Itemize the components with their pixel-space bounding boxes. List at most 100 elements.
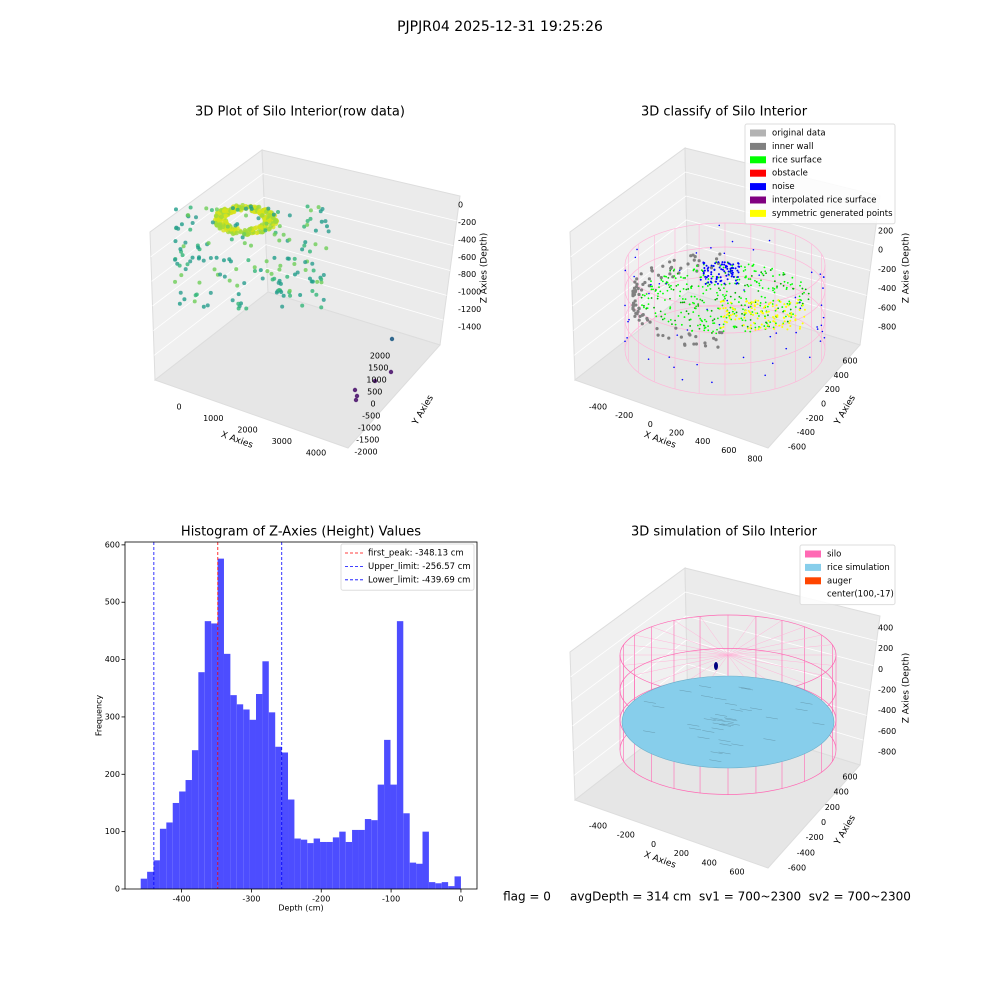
point <box>176 226 181 231</box>
point <box>753 270 756 272</box>
point <box>745 311 748 314</box>
point <box>764 270 767 273</box>
point <box>783 303 786 306</box>
point <box>656 295 659 298</box>
point <box>677 315 680 317</box>
x-tick-label: -200 <box>615 411 633 420</box>
point <box>632 286 637 290</box>
point <box>722 293 724 296</box>
pane <box>153 291 441 449</box>
point <box>760 323 763 326</box>
point <box>764 301 767 304</box>
point <box>213 213 219 219</box>
point <box>277 224 282 229</box>
point <box>713 268 716 271</box>
point <box>758 315 760 317</box>
point <box>724 306 727 309</box>
point <box>744 309 747 312</box>
point <box>286 256 291 261</box>
point <box>798 295 801 298</box>
point <box>234 267 239 272</box>
point <box>685 310 688 313</box>
point <box>287 288 292 293</box>
point <box>627 320 629 323</box>
point <box>677 283 680 286</box>
point <box>723 295 726 298</box>
x-axis-label: Depth (cm) <box>278 904 323 913</box>
bar <box>236 704 244 889</box>
point <box>742 356 745 359</box>
point <box>183 267 188 272</box>
y-tick-label: -1000 <box>358 424 381 433</box>
point <box>726 310 729 313</box>
point <box>657 292 659 295</box>
point <box>710 264 713 267</box>
point <box>732 307 735 310</box>
point <box>721 300 724 303</box>
point <box>820 324 823 327</box>
point <box>707 266 710 269</box>
point <box>679 335 683 339</box>
mesh <box>719 743 732 746</box>
point <box>742 308 744 311</box>
point <box>783 280 786 283</box>
point <box>737 301 740 303</box>
point <box>724 297 726 300</box>
point <box>626 337 628 339</box>
point <box>287 213 292 218</box>
mesh <box>724 717 737 720</box>
bar <box>198 672 205 889</box>
point <box>208 290 213 295</box>
point <box>372 378 378 384</box>
point <box>786 328 789 331</box>
bar <box>230 695 237 889</box>
pane-grid <box>570 591 877 677</box>
point <box>227 278 232 283</box>
point <box>753 308 756 311</box>
point <box>277 267 282 272</box>
point <box>754 301 757 304</box>
point <box>743 314 746 316</box>
bar <box>371 820 378 889</box>
point <box>772 316 775 319</box>
bar <box>313 838 321 889</box>
y-tick-label: 300 <box>105 712 120 721</box>
point <box>728 282 731 285</box>
y-tick-label: -200 <box>806 414 824 423</box>
bar <box>275 746 282 889</box>
point <box>754 299 757 302</box>
point <box>695 305 698 308</box>
point <box>764 327 767 330</box>
point <box>633 280 637 284</box>
y-tick-label: -1500 <box>356 436 379 445</box>
x-tick-label: -400 <box>589 403 607 412</box>
point <box>204 206 209 211</box>
point <box>667 277 670 279</box>
point <box>324 246 329 251</box>
point <box>188 259 193 264</box>
point <box>272 255 277 260</box>
wire <box>727 644 833 656</box>
pane-grid <box>571 615 874 702</box>
point <box>738 295 741 298</box>
point <box>776 286 778 289</box>
y-tick-label: -400 <box>797 428 815 437</box>
z-tick-label: -800 <box>458 270 476 279</box>
mesh <box>702 730 715 733</box>
point <box>757 328 760 331</box>
point <box>667 320 670 323</box>
point <box>807 292 810 295</box>
y-tick-label: 2000 <box>370 352 390 361</box>
point <box>249 243 254 248</box>
point <box>314 292 319 297</box>
point <box>221 258 226 263</box>
y-tick-label: 0 <box>370 400 375 409</box>
point <box>305 204 310 209</box>
legend-label: rice simulation <box>827 563 890 573</box>
point <box>697 314 700 317</box>
point <box>799 298 801 301</box>
bar <box>204 621 212 889</box>
bar <box>403 813 410 889</box>
bar <box>185 780 192 889</box>
point <box>777 307 780 310</box>
